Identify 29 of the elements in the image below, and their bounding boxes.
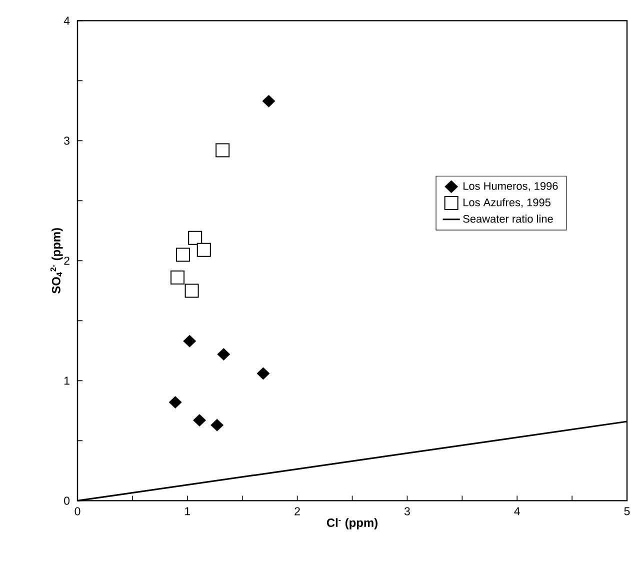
point [262,94,276,108]
point [184,284,199,298]
x-tick-label: 0 [74,507,80,516]
point [192,414,206,426]
y-tick-label: 0 [64,496,70,505]
x-tick-label: 4 [514,507,520,516]
point [196,242,211,257]
point [216,143,230,158]
y-tick-label: 3 [64,136,70,145]
y-tick-label: 4 [64,16,70,25]
x-tick-label: 5 [624,507,630,516]
y-axis-title: SO$_{4}$$^{2-}$ (ppm) [50,228,63,294]
x-tick-label: 2 [294,507,300,516]
legend-label: Los Humeros, 1996 [464,182,558,192]
point [168,396,182,408]
y-tick-label: 1 [64,376,70,385]
x-tick-label: 3 [404,507,410,516]
point [256,367,270,380]
point [217,348,230,360]
x-tick-label: 1 [185,507,190,516]
point [176,248,190,262]
point [183,334,196,348]
point [170,270,185,284]
legend-label: Seawater ratio line [463,214,553,223]
point [188,230,202,245]
y-tick-label: 2 [64,256,70,265]
x-axis-title: Cl$^{-}$ (ppm) [326,518,378,530]
point [210,418,224,432]
legend-label: Los Azufres, 1995 [464,198,550,208]
